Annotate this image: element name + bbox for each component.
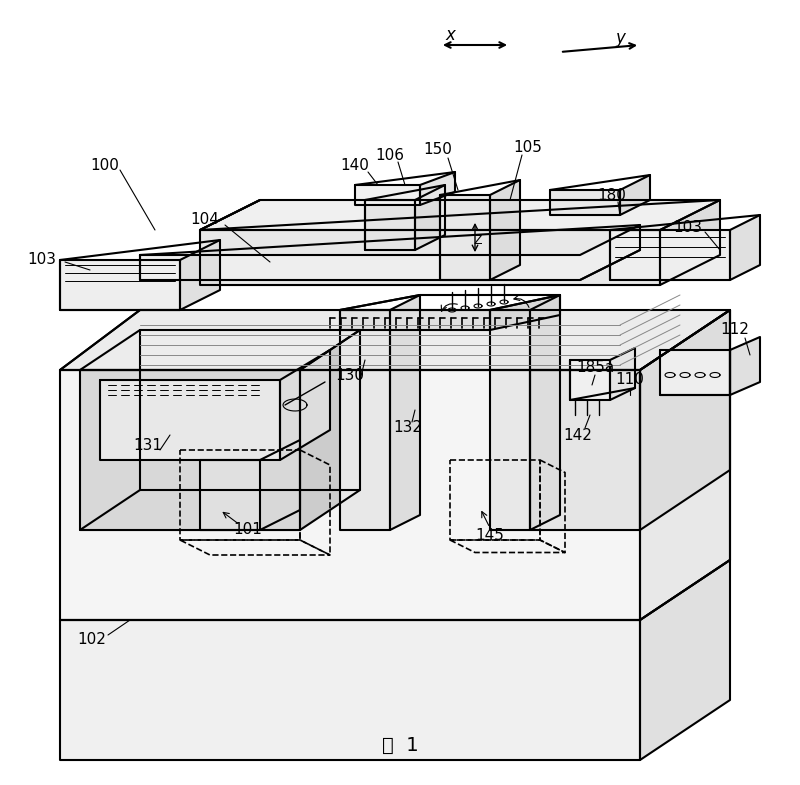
Polygon shape bbox=[640, 310, 730, 620]
Polygon shape bbox=[390, 295, 420, 530]
Polygon shape bbox=[80, 370, 300, 530]
Text: Z: Z bbox=[474, 233, 482, 246]
Text: 105: 105 bbox=[514, 141, 542, 155]
Polygon shape bbox=[550, 190, 620, 215]
Text: x: x bbox=[445, 26, 455, 44]
Text: 132: 132 bbox=[394, 421, 422, 436]
Polygon shape bbox=[200, 460, 260, 530]
Text: 130: 130 bbox=[335, 367, 365, 382]
Text: 110: 110 bbox=[615, 373, 645, 388]
Polygon shape bbox=[490, 310, 530, 530]
Polygon shape bbox=[340, 310, 390, 530]
Text: 145: 145 bbox=[475, 528, 505, 542]
Polygon shape bbox=[730, 215, 760, 280]
Polygon shape bbox=[60, 310, 730, 370]
Text: 131: 131 bbox=[134, 437, 162, 452]
Text: 140: 140 bbox=[341, 158, 370, 173]
Text: y: y bbox=[615, 29, 625, 47]
Text: 112: 112 bbox=[721, 323, 750, 338]
Polygon shape bbox=[60, 620, 640, 760]
Polygon shape bbox=[440, 195, 490, 280]
Polygon shape bbox=[300, 330, 360, 530]
Polygon shape bbox=[530, 295, 560, 530]
Text: 101: 101 bbox=[234, 523, 262, 538]
Polygon shape bbox=[355, 185, 420, 205]
Polygon shape bbox=[490, 295, 560, 330]
Text: 106: 106 bbox=[375, 148, 405, 162]
Polygon shape bbox=[610, 230, 730, 280]
Polygon shape bbox=[730, 337, 760, 395]
Text: 102: 102 bbox=[78, 633, 106, 648]
Polygon shape bbox=[530, 370, 640, 530]
Polygon shape bbox=[660, 200, 720, 285]
Text: 180: 180 bbox=[598, 188, 626, 203]
Polygon shape bbox=[200, 200, 720, 230]
Polygon shape bbox=[660, 350, 730, 395]
Text: 150: 150 bbox=[423, 143, 453, 158]
Text: 100: 100 bbox=[90, 158, 119, 173]
Polygon shape bbox=[490, 180, 520, 280]
Polygon shape bbox=[415, 185, 445, 250]
Polygon shape bbox=[620, 175, 650, 215]
Polygon shape bbox=[180, 240, 220, 310]
Polygon shape bbox=[140, 225, 640, 280]
Polygon shape bbox=[640, 310, 730, 530]
Text: 103: 103 bbox=[674, 221, 702, 235]
Polygon shape bbox=[610, 348, 635, 400]
Polygon shape bbox=[420, 172, 455, 205]
Polygon shape bbox=[340, 310, 490, 330]
Polygon shape bbox=[60, 260, 180, 310]
Text: 图  1: 图 1 bbox=[382, 736, 418, 754]
Text: 103: 103 bbox=[27, 253, 57, 268]
Text: 104: 104 bbox=[190, 213, 219, 228]
Text: 185a: 185a bbox=[576, 360, 614, 375]
Polygon shape bbox=[570, 360, 610, 400]
Polygon shape bbox=[640, 560, 730, 760]
Polygon shape bbox=[100, 380, 280, 460]
Polygon shape bbox=[200, 230, 660, 285]
Polygon shape bbox=[60, 370, 640, 620]
Polygon shape bbox=[365, 200, 415, 250]
Polygon shape bbox=[280, 350, 330, 460]
Text: 142: 142 bbox=[563, 428, 593, 443]
